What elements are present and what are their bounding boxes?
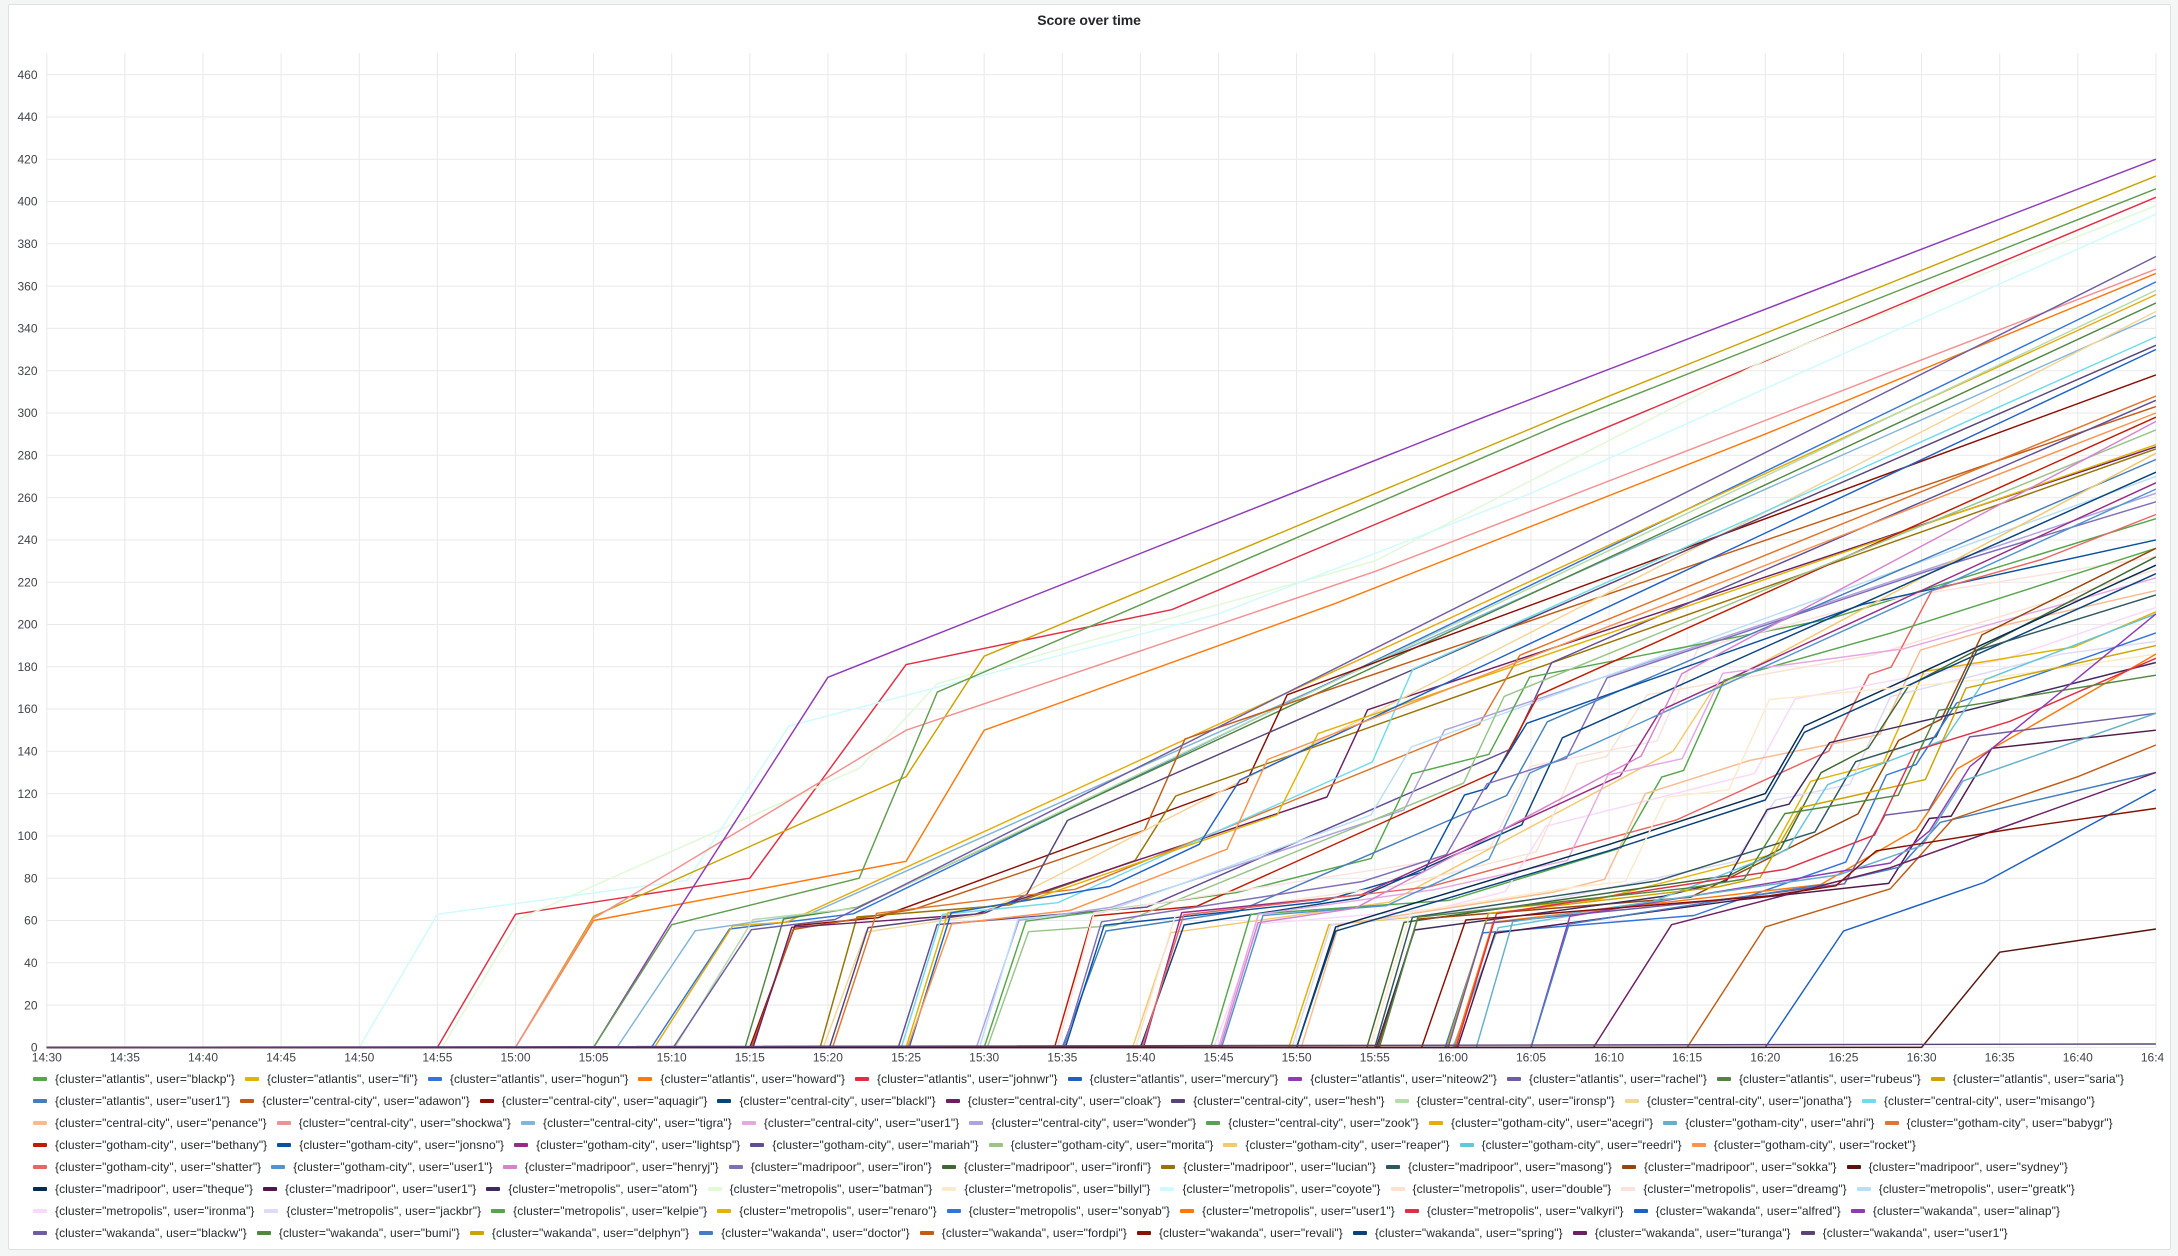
svg-text:16:10: 16:10 bbox=[1594, 1051, 1624, 1065]
svg-text:14:55: 14:55 bbox=[422, 1051, 452, 1065]
svg-text:15:55: 15:55 bbox=[1360, 1051, 1390, 1065]
svg-text:15:00: 15:00 bbox=[500, 1051, 530, 1065]
svg-text:200: 200 bbox=[17, 618, 37, 632]
svg-text:380: 380 bbox=[17, 237, 37, 251]
svg-text:400: 400 bbox=[17, 195, 37, 209]
svg-text:420: 420 bbox=[17, 152, 37, 166]
svg-text:460: 460 bbox=[17, 68, 37, 82]
svg-text:280: 280 bbox=[17, 449, 37, 463]
svg-text:80: 80 bbox=[24, 871, 38, 885]
svg-text:440: 440 bbox=[17, 110, 37, 124]
svg-text:260: 260 bbox=[17, 491, 37, 505]
svg-text:15:40: 15:40 bbox=[1125, 1051, 1155, 1065]
svg-text:360: 360 bbox=[17, 279, 37, 293]
svg-text:320: 320 bbox=[17, 364, 37, 378]
svg-text:14:45: 14:45 bbox=[266, 1051, 296, 1065]
svg-text:220: 220 bbox=[17, 575, 37, 589]
svg-text:100: 100 bbox=[17, 829, 37, 843]
svg-text:120: 120 bbox=[17, 787, 37, 801]
svg-text:140: 140 bbox=[17, 745, 37, 759]
svg-text:14:40: 14:40 bbox=[188, 1051, 218, 1065]
svg-text:20: 20 bbox=[24, 998, 38, 1012]
svg-text:15:20: 15:20 bbox=[813, 1051, 843, 1065]
svg-text:15:25: 15:25 bbox=[891, 1051, 921, 1065]
svg-text:16:35: 16:35 bbox=[1985, 1051, 2015, 1065]
svg-text:16:00: 16:00 bbox=[1438, 1051, 1468, 1065]
svg-text:16:40: 16:40 bbox=[2063, 1051, 2093, 1065]
svg-text:300: 300 bbox=[17, 406, 37, 420]
svg-text:15:05: 15:05 bbox=[579, 1051, 609, 1065]
svg-text:160: 160 bbox=[17, 702, 37, 716]
svg-text:240: 240 bbox=[17, 533, 37, 547]
svg-text:180: 180 bbox=[17, 660, 37, 674]
svg-text:16:30: 16:30 bbox=[1907, 1051, 1937, 1065]
svg-text:60: 60 bbox=[24, 914, 38, 928]
svg-text:15:15: 15:15 bbox=[735, 1051, 765, 1065]
svg-text:14:30: 14:30 bbox=[32, 1051, 62, 1065]
svg-text:15:50: 15:50 bbox=[1282, 1051, 1312, 1065]
svg-text:16:15: 16:15 bbox=[1672, 1051, 1702, 1065]
svg-text:16:05: 16:05 bbox=[1516, 1051, 1546, 1065]
svg-text:16:25: 16:25 bbox=[1828, 1051, 1858, 1065]
svg-text:40: 40 bbox=[24, 956, 38, 970]
svg-text:15:35: 15:35 bbox=[1047, 1051, 1077, 1065]
svg-text:0: 0 bbox=[31, 1041, 38, 1055]
svg-text:14:50: 14:50 bbox=[344, 1051, 374, 1065]
svg-text:340: 340 bbox=[17, 322, 37, 336]
svg-text:16:45: 16:45 bbox=[2141, 1051, 2171, 1065]
svg-text:15:10: 15:10 bbox=[657, 1051, 687, 1065]
svg-text:15:30: 15:30 bbox=[969, 1051, 999, 1065]
svg-text:15:45: 15:45 bbox=[1203, 1051, 1233, 1065]
svg-text:16:20: 16:20 bbox=[1750, 1051, 1780, 1065]
svg-text:14:35: 14:35 bbox=[110, 1051, 140, 1065]
